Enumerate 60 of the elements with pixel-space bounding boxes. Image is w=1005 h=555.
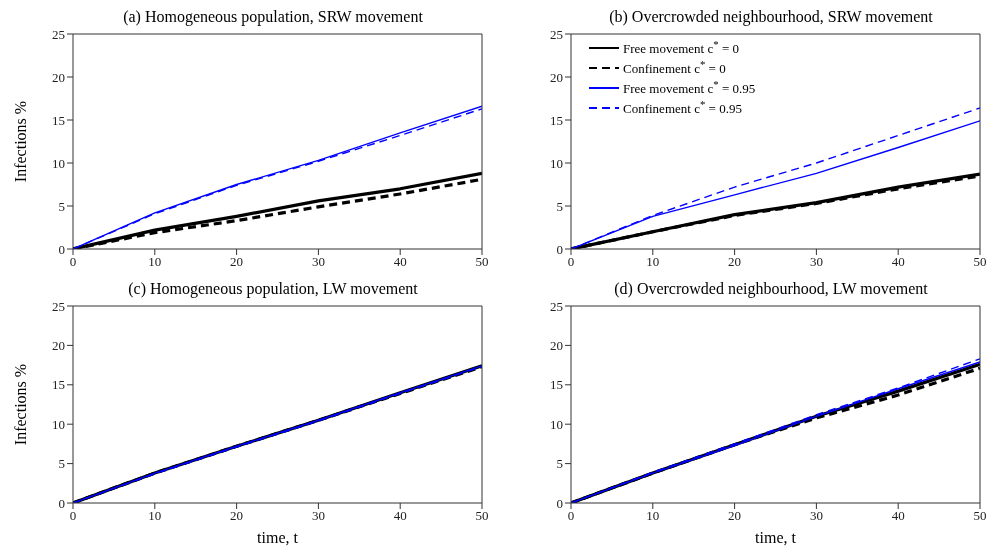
x-tick-label: 10 (148, 508, 162, 524)
y-tick-label: 0 (58, 241, 65, 257)
y-axis-title: Infections % (11, 100, 29, 183)
y-tick-label: 15 (550, 377, 563, 393)
y-tick-label: 20 (52, 69, 65, 85)
y-tick-label: 20 (52, 338, 65, 354)
y-tick-label: 15 (52, 112, 65, 128)
x-axis-title: time, t (755, 529, 797, 546)
x-tick-label: 20 (728, 508, 742, 524)
y-tick-label: 0 (58, 495, 65, 511)
y-tick-label: 10 (52, 416, 65, 432)
y-tick-label: 5 (556, 198, 563, 214)
legend-label: Confinement c$^{*}$ = 0.95 (623, 98, 742, 118)
y-tick-label: 25 (52, 298, 65, 314)
chart-title: (c) Homogeneous population, LW movement (127, 280, 419, 300)
x-tick-label: 0 (69, 508, 77, 524)
y-tick-label: 20 (550, 338, 563, 354)
y-tick-label: 5 (556, 456, 563, 472)
y-tick-label: 0 (556, 241, 563, 257)
x-tick-label: 10 (646, 254, 660, 270)
y-tick-label: 20 (550, 69, 563, 85)
x-tick-label: 10 (148, 254, 162, 270)
legend-label: Free movement c$^{*}$ = 0.95 (623, 78, 756, 98)
x-tick-label: 30 (809, 254, 823, 270)
chart-title: (b) Overcrowded neighbourhood, SRW movement (608, 8, 934, 28)
y-tick-label: 10 (550, 416, 563, 432)
x-tick-label: 40 (891, 508, 905, 524)
y-axis-title: Infections % (11, 363, 29, 446)
x-tick-label: 50 (475, 254, 489, 270)
y-tick-label: 0 (556, 495, 563, 511)
y-tick-label: 10 (550, 155, 563, 171)
x-tick-label: 10 (646, 508, 660, 524)
x-tick-label: 0 (567, 254, 575, 270)
legend-label: Confinement c$^{*}$ = 0 (623, 58, 726, 78)
x-axis-title: time, t (257, 529, 299, 546)
y-tick-label: 5 (58, 198, 65, 214)
legend-label: Free movement c$^{*}$ = 0 (623, 38, 740, 58)
x-tick-label: 30 (311, 254, 325, 270)
x-tick-label: 30 (809, 508, 823, 524)
y-tick-label: 5 (58, 456, 65, 472)
x-tick-label: 30 (311, 508, 325, 524)
y-tick-label: 25 (550, 298, 563, 314)
y-tick-label: 15 (52, 377, 65, 393)
y-tick-label: 25 (52, 26, 65, 42)
x-tick-label: 20 (230, 254, 244, 270)
y-tick-label: 25 (550, 26, 563, 42)
chart-title: (d) Overcrowded neighbourhood, LW movement (613, 280, 929, 300)
x-tick-label: 50 (475, 508, 489, 524)
y-tick-label: 15 (550, 112, 563, 128)
x-tick-label: 0 (69, 254, 77, 270)
chart-title: (a) Homogeneous population, SRW movement (122, 8, 424, 28)
x-tick-label: 20 (230, 508, 244, 524)
x-tick-label: 40 (393, 508, 407, 524)
y-tick-label: 10 (52, 155, 65, 171)
x-tick-label: 20 (728, 254, 742, 270)
x-tick-label: 40 (891, 254, 905, 270)
x-tick-label: 50 (973, 508, 987, 524)
x-tick-label: 0 (567, 508, 575, 524)
x-tick-label: 50 (973, 254, 987, 270)
x-tick-label: 40 (393, 254, 407, 270)
